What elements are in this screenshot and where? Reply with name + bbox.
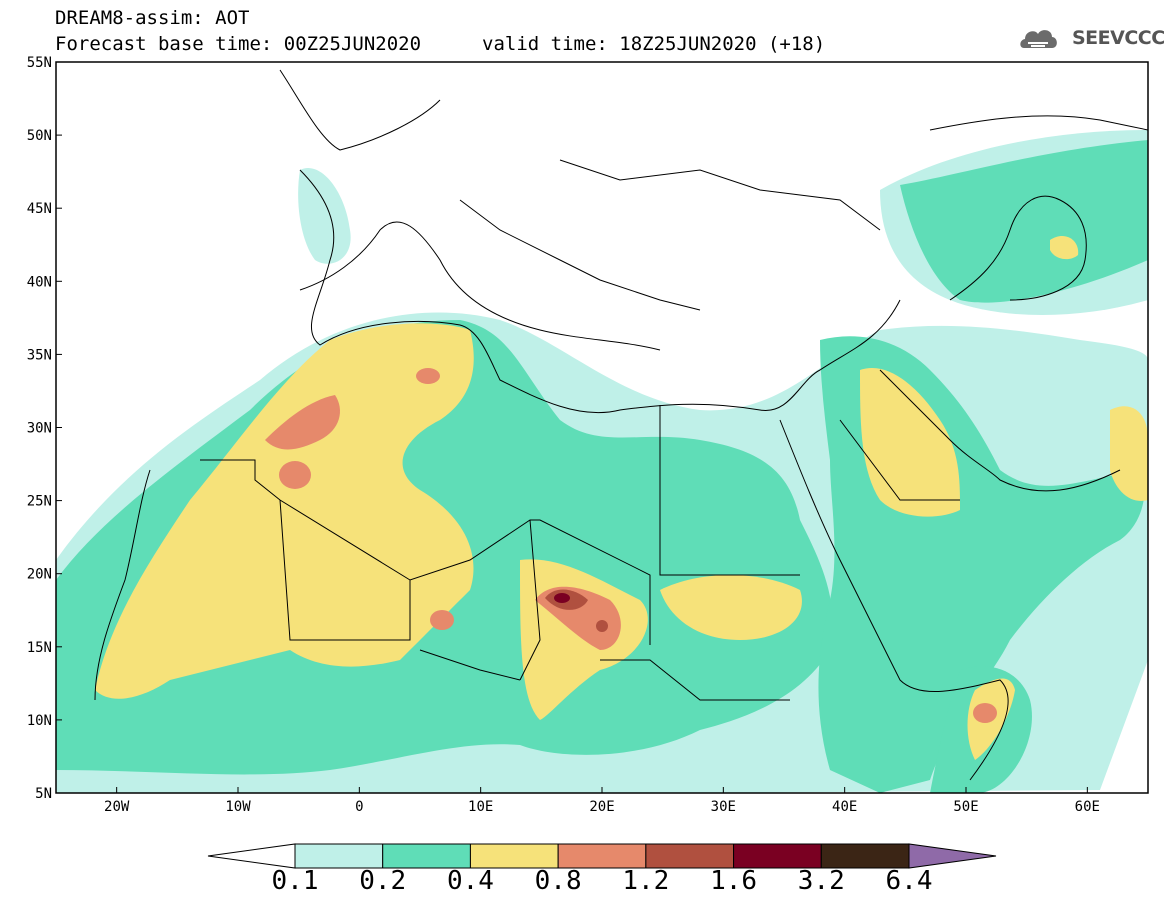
valid-time: valid time: 18Z25JUN2020 (+18) <box>482 33 826 55</box>
lon-tick-label: 40E <box>832 799 857 815</box>
lat-tick-label: 55N <box>27 55 52 71</box>
lon-tick-label: 10W <box>225 799 251 815</box>
lon-tick-label: 60E <box>1075 799 1100 815</box>
lat-tick-label: 20N <box>27 567 52 583</box>
colorbar-level-label: 1.2 <box>622 866 670 896</box>
colorbar-level-label: 0.8 <box>534 866 582 896</box>
lon-tick-label: 50E <box>953 799 978 815</box>
lat-tick-label: 35N <box>27 347 52 363</box>
aot-layer-1.6-3.2 <box>554 593 570 603</box>
longitude-axis: 20W 10W 0 10E 20E 30E 40E 50E 60E <box>104 787 1100 815</box>
coastlines <box>94 69 1148 781</box>
logo-text: SEEVCCC <box>1072 27 1165 49</box>
lat-tick-label: 50N <box>27 128 52 144</box>
chart-title: DREAM8-assim: AOT <box>55 7 250 29</box>
lon-tick-label: 20E <box>589 799 614 815</box>
lat-tick-label: 30N <box>27 421 52 437</box>
lat-tick-label: 15N <box>27 640 52 656</box>
lon-tick-label: 30E <box>711 799 736 815</box>
lat-tick-label: 45N <box>27 201 52 217</box>
colorbar-level-label: 0.1 <box>271 866 319 896</box>
lat-tick-label: 25N <box>27 494 52 510</box>
lon-tick-label: 0 <box>355 799 363 815</box>
colorbar-level-label: 0.2 <box>359 866 407 896</box>
lat-tick-label: 5N <box>35 786 52 802</box>
forecast-base-time: Forecast base time: 00Z25JUN2020 <box>55 33 422 55</box>
colorbar-level-label: 6.4 <box>885 866 933 896</box>
colorbar-level-label: 1.6 <box>710 866 758 896</box>
latitude-axis: 55N 50N 45N 40N 35N 30N 25N 20N 15N 10N 5N <box>27 55 62 802</box>
lat-tick-label: 10N <box>27 713 52 729</box>
lat-tick-label: 40N <box>27 274 52 290</box>
lon-tick-label: 20W <box>104 799 130 815</box>
lon-tick-label: 10E <box>468 799 493 815</box>
colorbar-level-label: 0.4 <box>446 866 494 896</box>
cloud-icon <box>1020 30 1057 48</box>
colorbar-level-label: 3.2 <box>797 866 845 896</box>
